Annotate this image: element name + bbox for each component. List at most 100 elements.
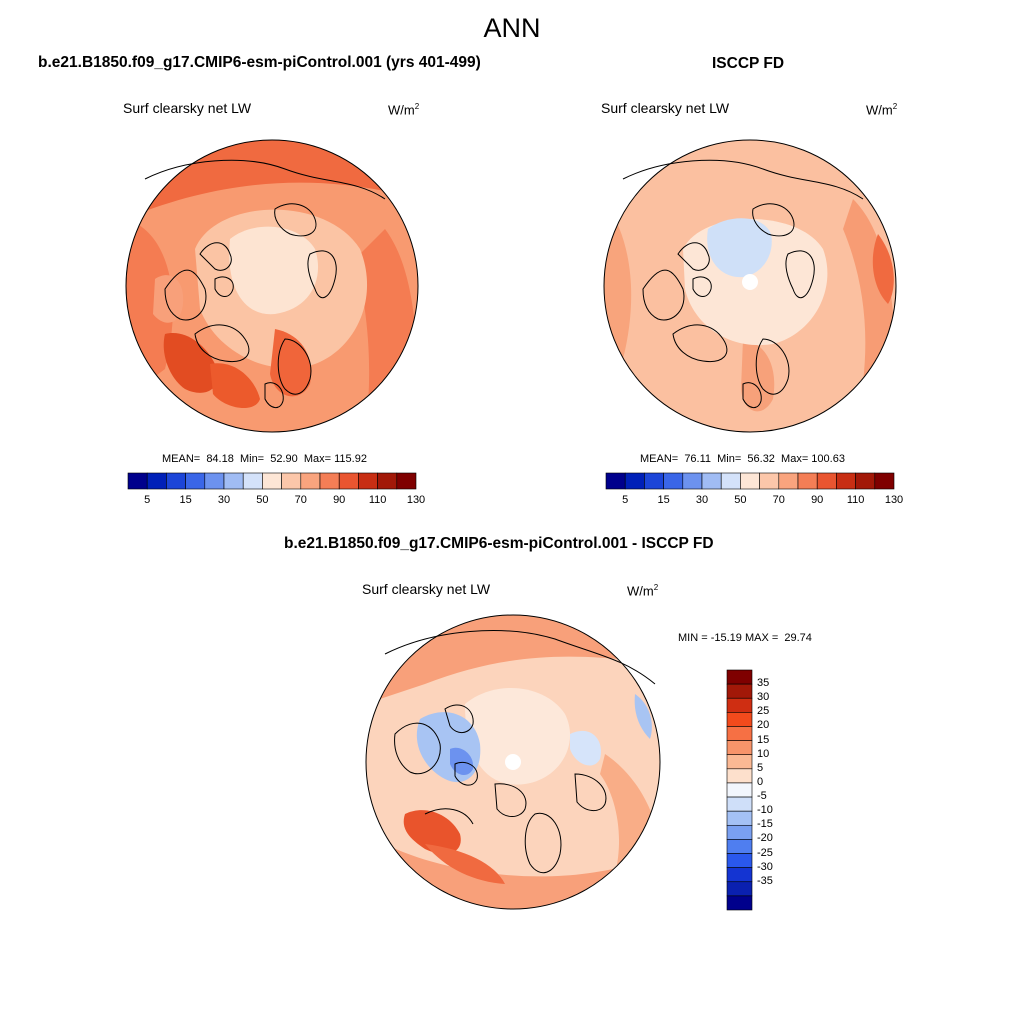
- obs-colorbar-box-12: [836, 472, 856, 490]
- obs-colorbar-box-4: [682, 472, 703, 490]
- model-colorbar-box-13: [377, 472, 398, 490]
- diff-colorbar-tick-label: -15: [757, 818, 773, 831]
- model-colorbar-box-10: [319, 472, 340, 490]
- model-colorbar-box-2: [166, 472, 186, 490]
- diff-colorbar-box-8: [726, 782, 753, 798]
- obs-units-label: W/m2: [866, 102, 898, 118]
- model-units-label: W/m2: [388, 102, 420, 118]
- model-colorbar-ticks: 5 15 30 50 70 90 110 130: [128, 494, 425, 508]
- model-colorbar-box-5: [223, 472, 244, 490]
- obs-colorbar-ticks: 5 15 30 50 70 90 110 130: [606, 494, 903, 508]
- model-colorbar-tick-label: 90: [333, 494, 346, 506]
- diff-colorbar-tick-label: -30: [757, 860, 773, 873]
- obs-polar-map: [603, 139, 897, 433]
- obs-field-east-hot: [872, 234, 894, 304]
- diff-colorbar-box-10: [726, 810, 753, 826]
- model-case-title: b.e21.B1850.f09_g17.CMIP6-esm-piControl.…: [38, 54, 481, 71]
- diff-field-east-blue: [634, 694, 652, 739]
- obs-colorbar-tick-label: 110: [846, 494, 865, 506]
- obs-colorbar-box-1: [624, 472, 645, 490]
- diff-colorbar-box-15: [726, 881, 753, 897]
- diff-colorbar-tick-label: -5: [757, 790, 767, 803]
- obs-colorbar-tick-label: 70: [772, 494, 785, 506]
- diff-colorbar-box-4: [726, 726, 753, 741]
- diff-coastlines: [384, 630, 656, 874]
- diff-colorbar-box-7: [726, 768, 753, 784]
- model-colorbar-box-12: [358, 472, 378, 490]
- obs-colorbar-tick-label: 50: [734, 494, 747, 506]
- diff-colorbar-tick-label: -20: [757, 832, 773, 845]
- obs-coastlines: [622, 159, 864, 408]
- obs-variable-label: Surf clearsky net LW: [601, 100, 730, 116]
- obs-colorbar-box-3: [663, 472, 684, 490]
- model-colorbar-tick-label: 130: [406, 494, 426, 506]
- diff-colorbar-tick-label: 35: [757, 677, 770, 690]
- obs-colorbar-tick-label: 5: [622, 494, 629, 506]
- diff-colorbar-box-12: [726, 839, 753, 854]
- diff-colorbar-box-3: [726, 712, 753, 727]
- diff-case-title: b.e21.B1850.f09_g17.CMIP6-esm-piControl.…: [284, 535, 714, 552]
- model-colorbar-box-7: [262, 472, 282, 490]
- obs-colorbar-box-8: [759, 472, 780, 490]
- obs-field-pole-gap: [742, 274, 758, 290]
- diff-colorbar-tick-label: 0: [757, 775, 764, 788]
- diff-stats: MIN = -15.19 MAX = 29.74: [678, 632, 812, 644]
- diff-colorbar-box-0: [726, 669, 753, 685]
- obs-colorbar-box-11: [816, 472, 837, 490]
- model-coastlines: [144, 159, 386, 408]
- obs-case-title: ISCCP FD: [712, 55, 785, 72]
- diff-field-outer-north: [366, 615, 660, 704]
- model-colorbar-tick-label: 5: [144, 494, 151, 506]
- obs-colorbar-box-7: [740, 472, 760, 490]
- diff-colorbar-box-6: [726, 754, 753, 770]
- obs-colorbar-box-9: [778, 472, 799, 490]
- obs-colorbar-tick-label: 30: [695, 494, 709, 506]
- model-colorbar-box-11: [338, 472, 359, 490]
- diff-colorbar-box-2: [726, 697, 753, 713]
- diff-colorbar-ticks: 35 30 25 20 15 10 5 0 -5 -10 -15 -20 -25 -30 -35: [757, 670, 797, 910]
- diff-field-pole-gap: [505, 754, 521, 770]
- model-colorbar-tick-label: 50: [256, 494, 269, 506]
- obs-colorbar-box-14: [874, 472, 895, 490]
- model-field-greenland: [153, 275, 184, 323]
- diff-units-label: W/m2: [627, 583, 659, 599]
- obs-colorbar-tick-label: 90: [811, 494, 824, 506]
- model-colorbar-tick-label: 70: [294, 494, 307, 506]
- model-colorbar-box-4: [204, 472, 225, 490]
- figure-title: ANN: [483, 13, 541, 43]
- obs-stats: MEAN= 76.11 Min= 56.32 Max= 100.63: [640, 453, 845, 465]
- model-field-arctic-ocean: [229, 226, 319, 315]
- obs-colorbar: [605, 472, 895, 490]
- model-colorbar-tick-label: 15: [179, 494, 192, 506]
- diff-colorbar-box-9: [726, 796, 753, 812]
- model-colorbar-box-0: [127, 472, 148, 490]
- diff-colorbar-box-16: [726, 895, 753, 911]
- diff-colorbar-tick-label: 15: [757, 733, 770, 746]
- model-colorbar-box-14: [396, 472, 417, 490]
- model-colorbar-box-9: [300, 472, 321, 490]
- obs-colorbar-tick-label: 15: [657, 494, 670, 506]
- diff-colorbar-box-5: [726, 740, 753, 756]
- diff-polar-map: [365, 614, 661, 910]
- model-colorbar-box-6: [242, 472, 263, 490]
- obs-colorbar-box-0: [605, 472, 626, 490]
- diff-colorbar-box-1: [726, 683, 753, 699]
- model-field-barents: [210, 363, 260, 409]
- diff-colorbar-tick-label: 25: [757, 705, 770, 718]
- diff-colorbar-box-14: [726, 867, 753, 883]
- obs-colorbar-tick-label: 130: [884, 494, 904, 506]
- model-colorbar-tick-label: 110: [368, 494, 387, 506]
- obs-colorbar-box-5: [701, 472, 722, 490]
- diff-colorbar-tick-label: 10: [757, 747, 770, 760]
- model-colorbar-box-1: [146, 472, 167, 490]
- diff-variable-label: Surf clearsky net LW: [362, 581, 491, 597]
- model-colorbar-box-3: [185, 472, 206, 490]
- diff-colorbar-tick-label: 5: [757, 761, 764, 774]
- obs-colorbar-box-13: [855, 472, 876, 490]
- model-colorbar-tick-label: 30: [217, 494, 231, 506]
- model-stats: MEAN= 84.18 Min= 52.90 Max= 115.92: [162, 453, 367, 465]
- obs-field-arctic-ocean: [707, 218, 772, 278]
- diff-field-north-atlantic: [403, 810, 461, 854]
- model-field-north-atlantic: [163, 333, 218, 393]
- diff-colorbar-tick-label: -25: [757, 846, 773, 859]
